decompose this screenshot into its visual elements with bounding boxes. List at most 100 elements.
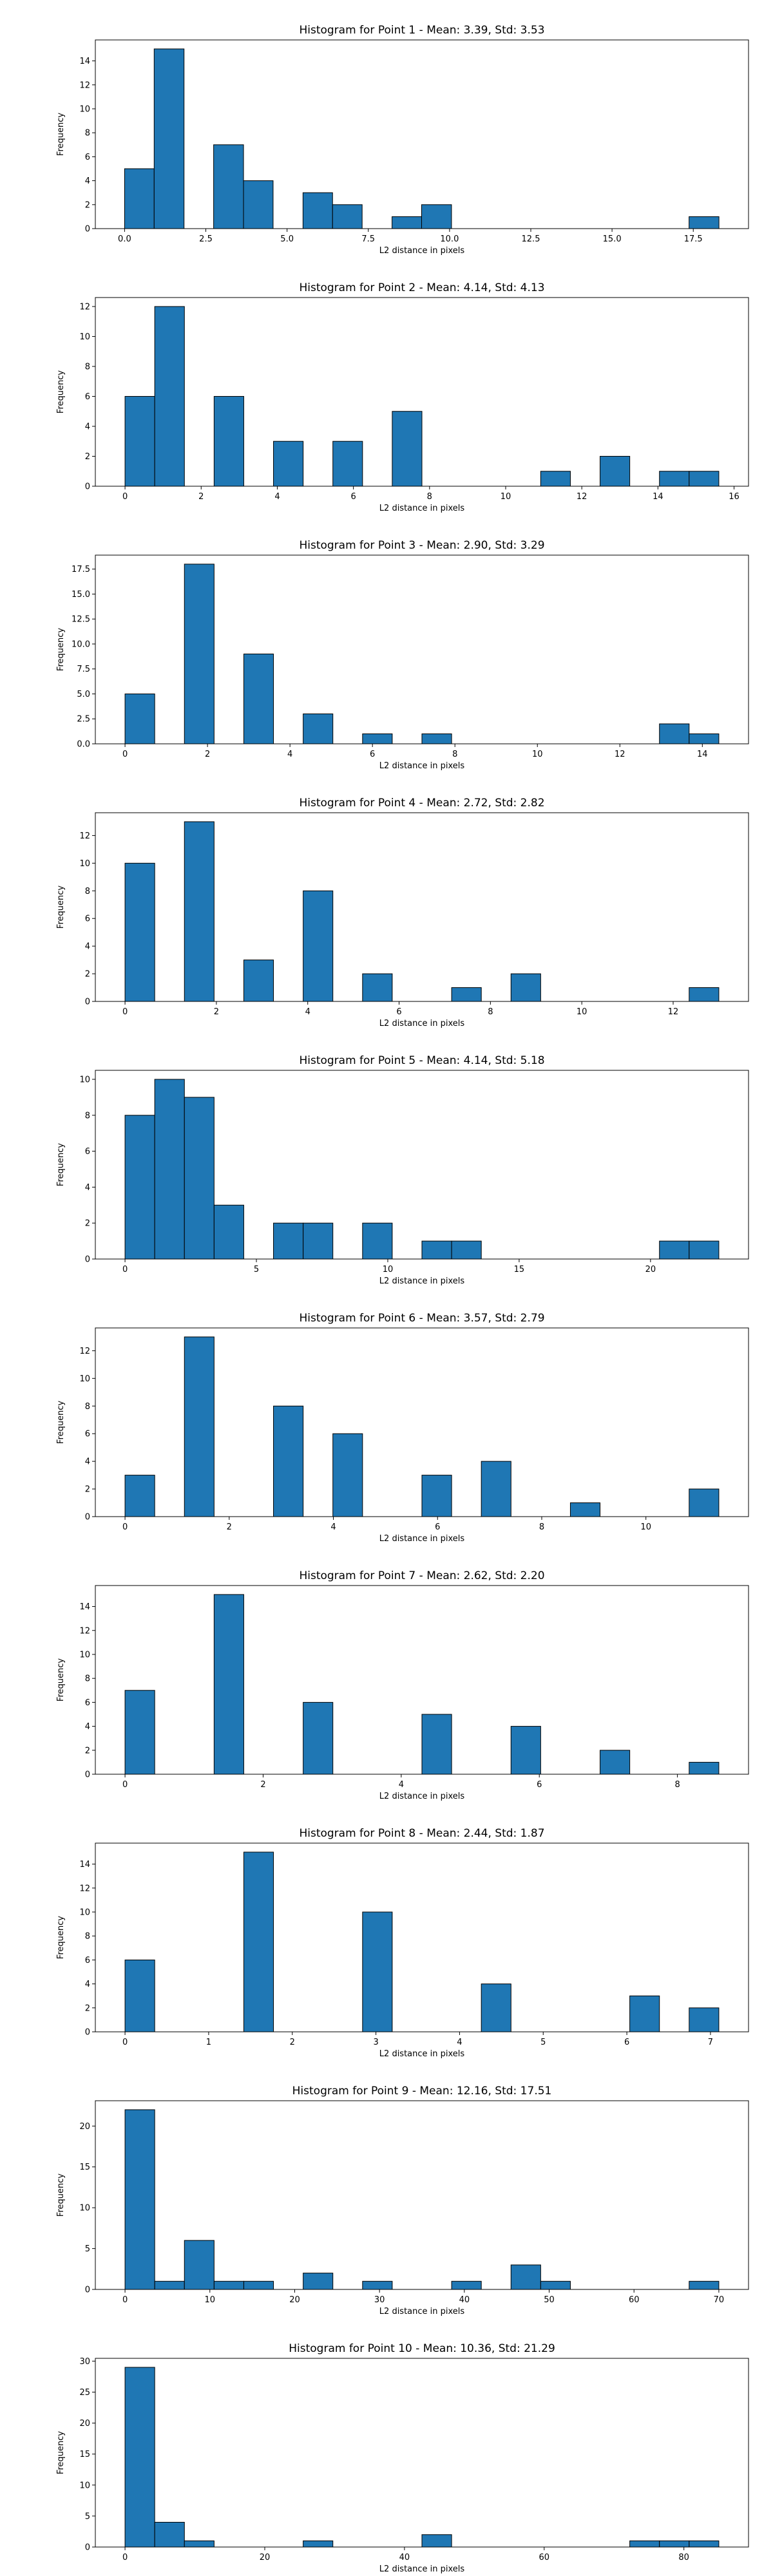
x-axis-ticks: 0 2 4 6 8 10 12 [122,1001,678,1017]
histogram-chart-10: Histogram for Point 10 - Mean: 10.36, St… [56,2342,749,2574]
histogram-chart-9: Histogram for Point 9 - Mean: 12.16, Std… [56,2085,749,2316]
x-tick-label: 0 [122,2038,128,2047]
y-tick-label: 15 [79,2450,90,2459]
x-axis-label: L2 distance in pixels [379,2564,465,2574]
x-tick-label: 14 [653,492,663,502]
x-tick-label: 12.5 [522,234,540,244]
histogram-bar [273,440,304,487]
histogram-bar [689,2280,720,2290]
x-tick-label: 60 [539,2553,550,2562]
y-tick-label: 0 [85,2028,90,2038]
x-tick-label: 4 [274,492,280,502]
chart-title: Histogram for Point 5 - Mean: 4.14, Std:… [299,1054,544,1067]
chart-title: Histogram for Point 8 - Mean: 2.44, Std:… [299,1827,544,1840]
histogram-bar [689,471,720,487]
plot-frame [95,2358,749,2548]
chart-title: Histogram for Point 1 - Mean: 3.39, Std:… [299,24,544,37]
x-tick-label: 12 [668,1007,679,1017]
histogram-bar [392,216,423,229]
x-tick-label: 12 [615,750,625,759]
y-tick-label: 8 [85,362,90,372]
histogram-bar [421,2534,452,2548]
y-axis-label: Frequency [56,1916,66,1959]
histogram-bar [689,1488,720,1517]
histogram-bar [184,2540,215,2548]
x-axis-ticks: 0 20 40 60 80 [122,2547,689,2562]
histogram-bar [689,1761,720,1775]
y-tick-label: 4 [85,1722,90,1732]
y-axis-ticks: 0 5 10 15 20 25 30 [79,2357,95,2553]
x-tick-label: 2 [227,1522,232,1532]
x-tick-label: 15 [514,1265,525,1274]
histogram-bar [154,1079,185,1260]
x-tick-label: 70 [714,2295,725,2305]
x-tick-label: 2 [260,1780,265,1790]
histogram-chart-5: Histogram for Point 5 - Mean: 4.14, Std:… [56,1054,749,1286]
plot-frame [95,1585,749,1775]
y-tick-label: 4 [85,176,90,186]
x-tick-label: 8 [488,1007,493,1017]
histogram-bar [481,1461,511,1517]
y-tick-label: 12 [79,1626,90,1636]
y-axis-ticks: 0 2 4 6 8 10 12 14 [79,57,95,234]
bars [124,2367,720,2548]
histogram-bar [124,1959,155,2032]
x-axis-label: L2 distance in pixels [379,761,465,771]
histogram-bar [184,821,215,1002]
y-tick-label: 5.0 [77,690,90,699]
plot-frame [95,1070,749,1260]
y-tick-label: 10 [79,1075,90,1084]
y-tick-label: 10 [79,1908,90,1917]
x-tick-label: 10 [383,1265,394,1274]
x-tick-label: 15.0 [603,234,622,244]
x-tick-label: 10 [532,750,543,759]
histogram-bar [243,180,274,229]
chart-title: Histogram for Point 2 - Mean: 4.14, Std:… [299,281,544,294]
y-tick-label: 6 [85,1430,90,1439]
y-tick-label: 5 [85,2244,90,2254]
x-tick-label: 0 [122,1007,128,1017]
histogram-bar [689,2007,720,2032]
x-tick-label: 2.5 [199,234,213,244]
histogram-bar [332,1433,363,1517]
histogram-bar [421,1475,452,1517]
histogram-bar [213,395,244,487]
histogram-bar [303,2540,334,2548]
chart-title: Histogram for Point 9 - Mean: 12.16, Std… [292,2085,552,2098]
x-axis-ticks: 0 1 2 3 4 5 6 7 [122,2032,713,2047]
y-axis-label: Frequency [56,113,66,156]
x-tick-label: 10 [501,492,511,502]
histogram-bar [689,216,720,229]
x-tick-label: 6 [537,1780,542,1790]
x-axis-label: L2 distance in pixels [379,1792,465,1801]
x-tick-label: 8 [452,750,457,759]
y-tick-label: 2 [85,1485,90,1495]
x-axis-label: L2 distance in pixels [379,2307,465,2316]
bars [124,1079,720,1260]
y-tick-label: 15 [79,2163,90,2172]
histogram-bar [362,973,393,1002]
bars [124,1852,720,2032]
y-tick-label: 7.5 [77,665,90,674]
histogram-bar [184,1097,215,1260]
y-tick-label: 8 [85,1402,90,1412]
x-tick-label: 10 [205,2295,216,2305]
histogram-bar [303,2273,334,2290]
x-axis-ticks: 0.0 2.5 5.0 7.5 10.0 12.5 15.0 17.5 [118,229,703,244]
histogram-bar [303,890,334,1002]
histogram-bar [540,471,571,487]
y-tick-label: 2 [85,2003,90,2013]
x-tick-label: 6 [624,2038,629,2047]
x-tick-label: 10 [640,1522,651,1532]
y-axis-ticks: 0 2 4 6 8 10 12 [79,1347,95,1522]
x-tick-label: 80 [678,2553,689,2562]
histogram-bar [213,144,244,229]
histogram-bar [243,1852,274,2032]
histogram-bar [213,1594,244,1775]
histogram-bar [184,564,215,744]
histogram-chart-7: Histogram for Point 7 - Mean: 2.62, Std:… [56,1569,749,1801]
x-axis-ticks: 0 2 4 6 8 10 [122,1517,651,1532]
histogram-bar [689,2540,720,2548]
y-tick-label: 12 [79,80,90,90]
x-tick-label: 40 [459,2295,470,2305]
